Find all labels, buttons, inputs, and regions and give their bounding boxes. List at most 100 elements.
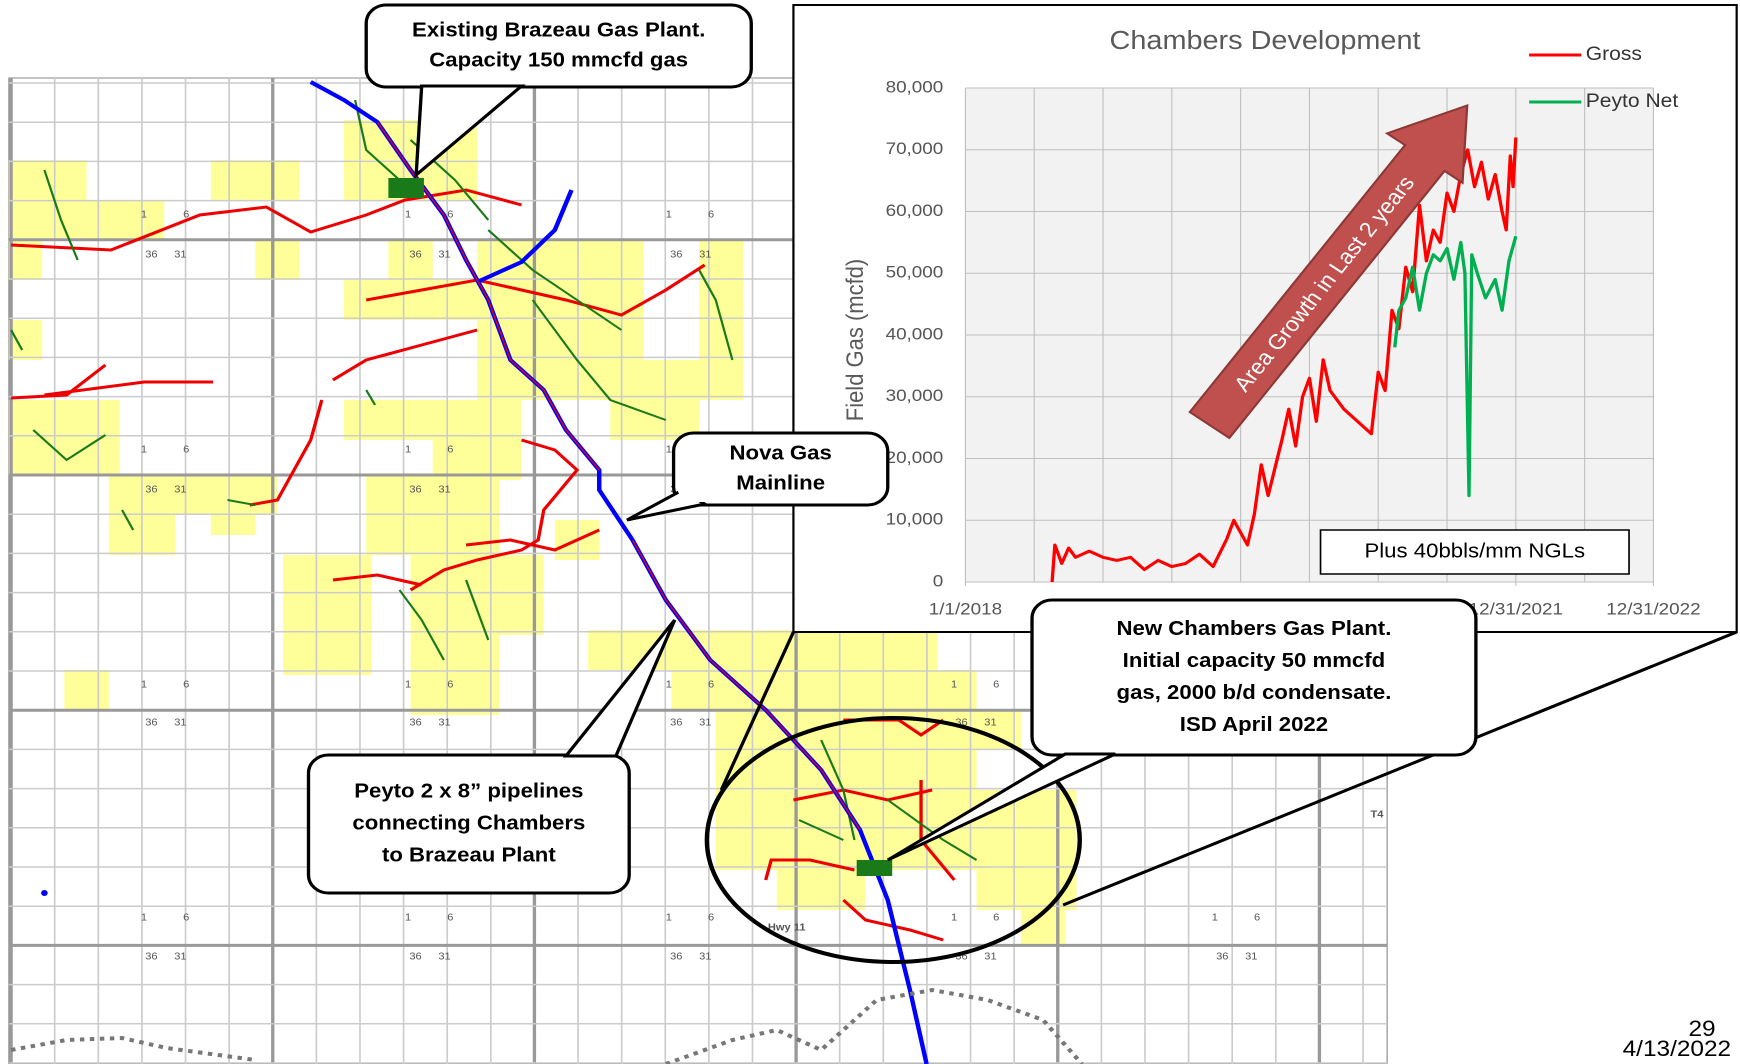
section-number: 1 <box>951 912 957 923</box>
map-parcel <box>716 710 849 870</box>
section-number: 31 <box>438 484 450 495</box>
section-number: 36 <box>670 951 682 962</box>
section-number: 1 <box>405 209 411 220</box>
section-number: 6 <box>1254 912 1260 923</box>
section-number: 31 <box>174 249 186 260</box>
section-number: 1 <box>141 444 147 455</box>
legend-label: Gross <box>1586 44 1642 65</box>
section-number: 6 <box>447 912 453 923</box>
section-number: 1 <box>1212 912 1218 923</box>
section-number: 31 <box>984 717 996 728</box>
y-tick-label: 40,000 <box>886 324 944 343</box>
section-number: 6 <box>447 679 453 690</box>
callout-text: ISD April 2022 <box>1180 714 1328 736</box>
page: 1616161616161616161616161616161616161616… <box>0 0 1740 1064</box>
section-number: 6 <box>183 679 189 690</box>
callout-text: Mainline <box>736 472 825 494</box>
section-number: 1 <box>405 679 411 690</box>
section-number: 36 <box>145 249 157 260</box>
section-number: 1 <box>666 912 672 923</box>
section-number: 6 <box>447 444 453 455</box>
section-number: 36 <box>1216 951 1228 962</box>
map-parcel <box>255 240 299 280</box>
section-number: 1 <box>141 209 147 220</box>
section-number: 6 <box>183 444 189 455</box>
map-parcel <box>211 160 300 200</box>
section-number: 36 <box>409 484 421 495</box>
map-parcel <box>344 280 477 320</box>
y-axis-title: Field Gas (mcfd) <box>841 259 868 421</box>
x-tick-label: 1/1/2018 <box>929 599 1002 618</box>
section-number: 6 <box>708 912 714 923</box>
section-number: 31 <box>1245 951 1257 962</box>
map-parcel <box>777 870 866 910</box>
section-number: 36 <box>409 249 421 260</box>
section-number: 1 <box>666 209 672 220</box>
map-dot <box>41 890 48 896</box>
callout-text: Capacity 150 mmcfd gas <box>429 49 688 71</box>
section-number: 31 <box>438 717 450 728</box>
section-number: 6 <box>708 209 714 220</box>
y-tick-label: 60,000 <box>886 201 944 220</box>
callout-text: Peyto 2 x 8” pipelines <box>354 780 583 802</box>
plant-chambers <box>857 860 893 876</box>
section-number: 1 <box>666 444 672 455</box>
y-tick-label: 80,000 <box>886 77 944 96</box>
section-number: 1 <box>141 912 147 923</box>
section-number: 36 <box>145 717 157 728</box>
section-number: 1 <box>666 679 672 690</box>
callout-text: to Brazeau Plant <box>382 844 556 866</box>
section-number: 6 <box>993 912 999 923</box>
section-number: 31 <box>699 717 711 728</box>
callout-text: New Chambers Gas Plant. <box>1117 618 1392 640</box>
callout-text: Nova Gas <box>730 442 832 464</box>
callout-text: gas, 2000 b/d condensate. <box>1117 682 1392 704</box>
map-parcel <box>64 670 108 710</box>
x-tick-label: 12/31/2021 <box>1469 599 1563 618</box>
section-number: 36 <box>145 951 157 962</box>
section-number: 36 <box>670 249 682 260</box>
section-number: 31 <box>699 249 711 260</box>
page-date: 4/13/2022 <box>1623 1036 1732 1061</box>
map-parcel <box>610 360 699 440</box>
section-number: 6 <box>993 679 999 690</box>
section-number: 31 <box>174 717 186 728</box>
map-parcel <box>499 555 543 635</box>
map-parcel <box>344 400 477 440</box>
section-number: 31 <box>174 484 186 495</box>
section-number: 6 <box>183 912 189 923</box>
section-number: 36 <box>145 484 157 495</box>
map-parcel <box>283 555 372 675</box>
section-number: 6 <box>708 679 714 690</box>
callout-text: connecting Chambers <box>352 812 585 834</box>
section-number: 1 <box>405 444 411 455</box>
callout-text: Initial capacity 50 mmcfd <box>1123 650 1386 672</box>
section-number: 31 <box>174 951 186 962</box>
township-label: T4 <box>1370 809 1383 820</box>
section-number: 1 <box>405 912 411 923</box>
map-parcel <box>9 160 87 238</box>
section-number: 31 <box>699 951 711 962</box>
map-parcel <box>9 320 42 360</box>
section-number: 31 <box>438 951 450 962</box>
section-number: 31 <box>984 951 996 962</box>
x-tick-label: 12/31/2022 <box>1606 599 1700 618</box>
plant-brazeau <box>388 178 424 198</box>
section-number: 36 <box>409 717 421 728</box>
y-tick-label: 0 <box>933 571 944 590</box>
map-parcel <box>211 515 255 535</box>
callout-text: Existing Brazeau Gas Plant. <box>412 19 705 41</box>
y-tick-label: 50,000 <box>886 263 944 282</box>
y-tick-label: 10,000 <box>886 510 944 529</box>
y-tick-label: 70,000 <box>886 139 944 158</box>
y-tick-label: 20,000 <box>886 448 944 467</box>
note-text: Plus 40bbls/mm NGLs <box>1364 540 1585 562</box>
section-number: 36 <box>670 717 682 728</box>
section-number: 1 <box>951 679 957 690</box>
section-number: 36 <box>409 951 421 962</box>
legend-label: Peyto Net <box>1586 91 1679 112</box>
y-tick-label: 30,000 <box>886 386 944 405</box>
section-number: 1 <box>141 679 147 690</box>
chart-title: Chambers Development <box>1110 25 1421 54</box>
section-number: 31 <box>438 249 450 260</box>
